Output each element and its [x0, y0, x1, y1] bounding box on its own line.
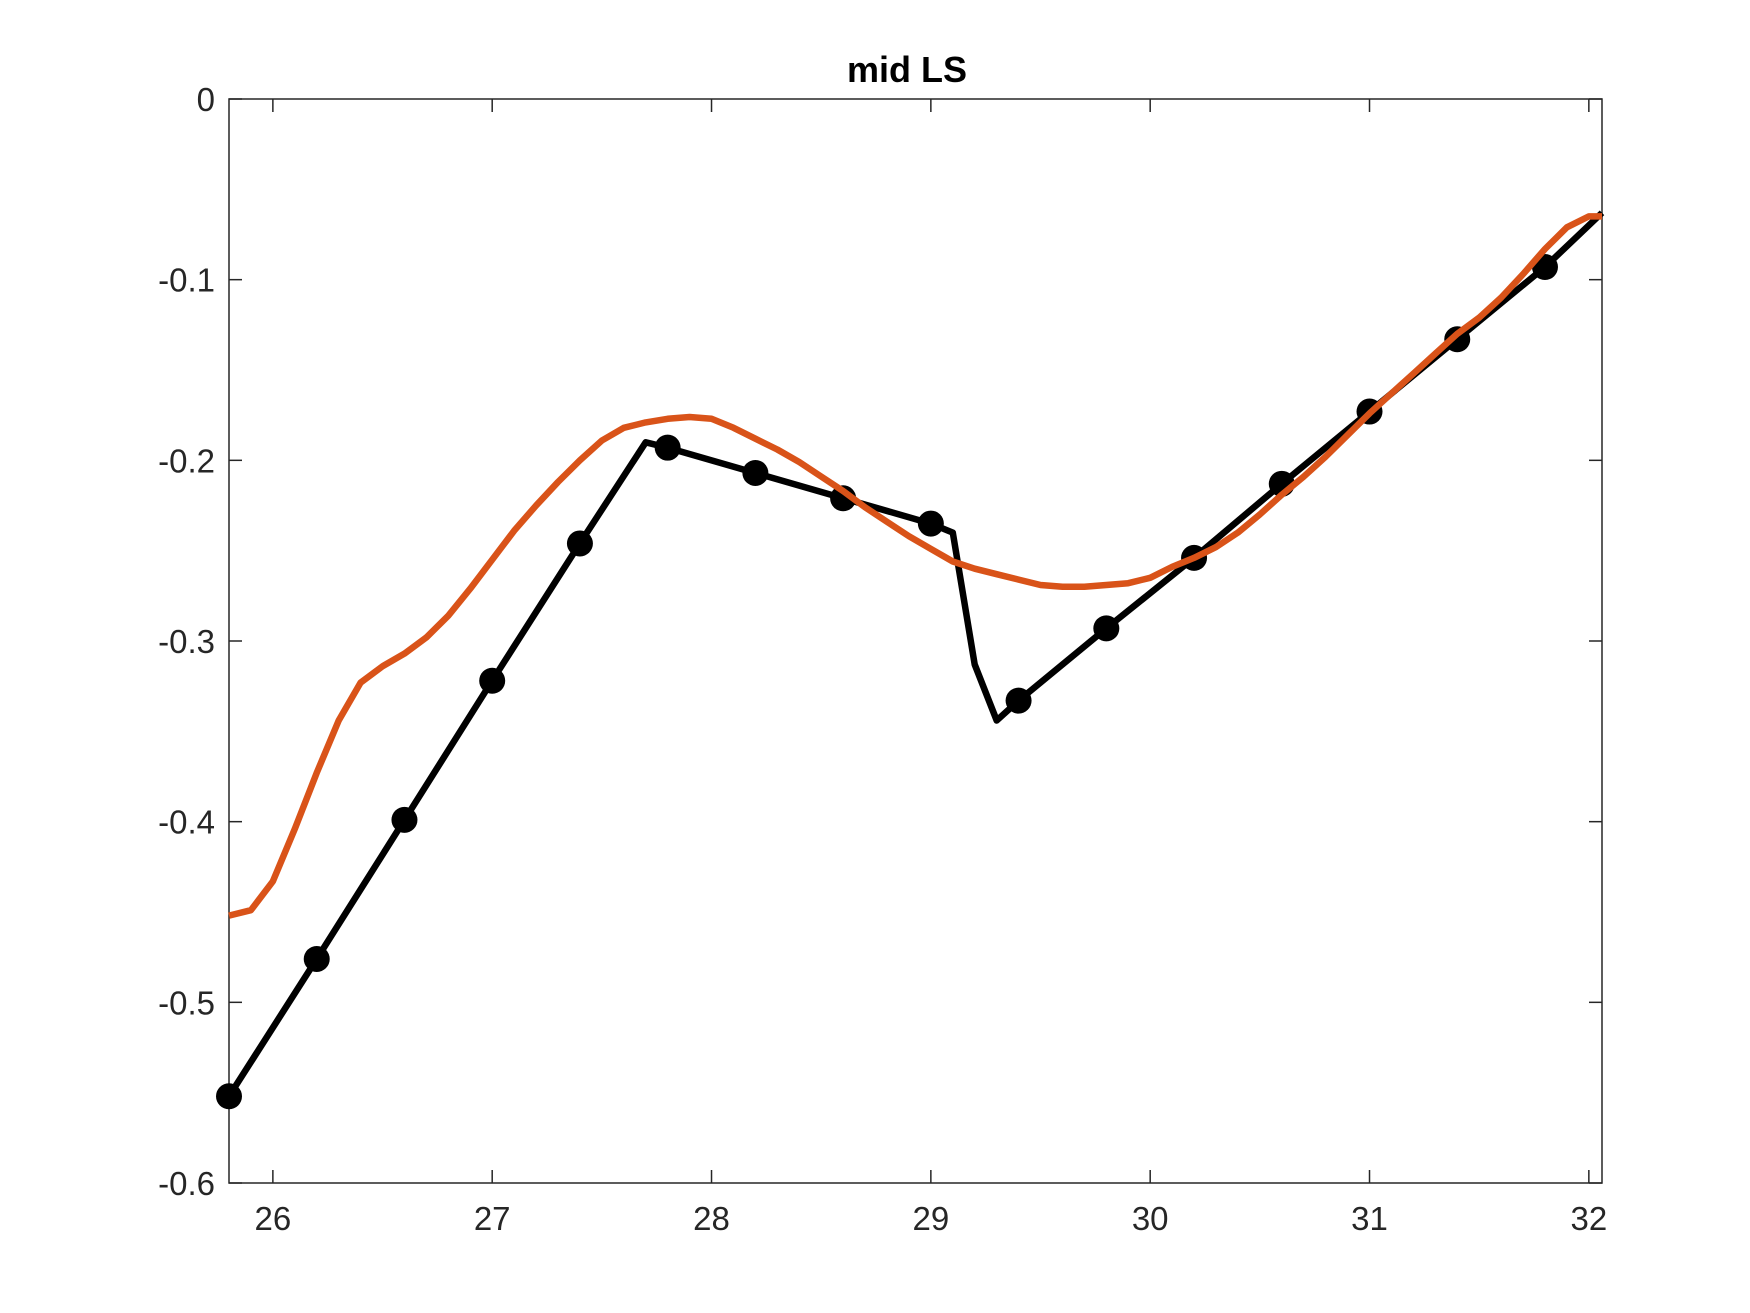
- data-point-marker: [742, 459, 769, 486]
- data-point-marker: [479, 667, 506, 694]
- y-tick-label: -0.3: [158, 623, 215, 660]
- data-point-marker: [917, 510, 944, 537]
- y-tick-label: -0.6: [158, 1165, 215, 1202]
- data-point-marker: [1005, 687, 1032, 714]
- x-tick-label: 27: [474, 1200, 511, 1237]
- y-tick-label: -0.1: [158, 262, 215, 299]
- y-tick-label: 0: [197, 81, 215, 118]
- x-tick-label: 26: [255, 1200, 292, 1237]
- chart-title: mid LS: [847, 49, 967, 90]
- series-line-orange: [228, 213, 1602, 919]
- x-tick-label: 32: [1570, 1200, 1607, 1237]
- x-tick-label: 30: [1132, 1200, 1169, 1237]
- data-point-marker: [216, 1083, 242, 1110]
- plot-area: 26 27 28 29 30 31 32 -0.6 -0.5 -0.4 -0.3 -0.2 -0.1 0: [158, 81, 1607, 1237]
- x-tick-label: 29: [912, 1200, 949, 1237]
- data-point-marker: [391, 806, 418, 833]
- data-point-marker: [1093, 615, 1120, 642]
- y-tick-label: -0.5: [158, 984, 215, 1021]
- data-point-marker: [830, 485, 857, 512]
- data-point-marker: [566, 530, 593, 557]
- data-point-marker: [654, 434, 681, 461]
- y-tick-label: -0.2: [158, 442, 215, 479]
- data-point-marker: [303, 945, 330, 972]
- y-tick-label: -0.4: [158, 804, 215, 841]
- x-tick-label: 28: [693, 1200, 730, 1237]
- series-line-black: [226, 210, 1605, 1099]
- x-tick-label: 31: [1351, 1200, 1388, 1237]
